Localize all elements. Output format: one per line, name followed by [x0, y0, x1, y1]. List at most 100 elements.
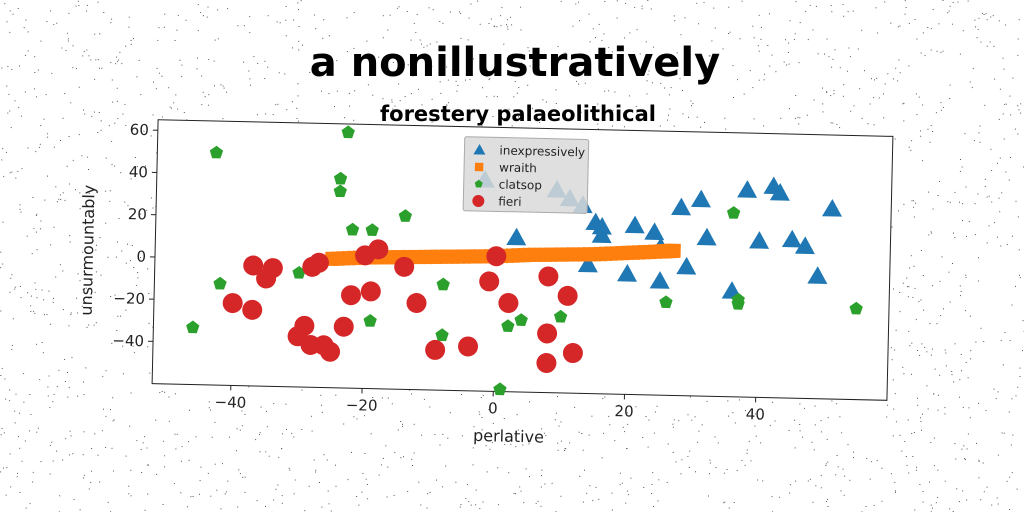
noise-dot [83, 394, 85, 396]
noise-dot [597, 123, 599, 125]
noise-dot [728, 33, 729, 34]
noise-dot [144, 509, 146, 511]
noise-dot [44, 314, 45, 316]
noise-dot [114, 294, 116, 296]
noise-dot [743, 93, 745, 95]
noise-dot [905, 7, 907, 8]
noise-dot [809, 4, 811, 6]
noise-dot [314, 14, 315, 16]
noise-dot [1019, 376, 1021, 377]
noise-dot [592, 500, 594, 501]
noise-dot [627, 423, 629, 425]
noise-dot [732, 65, 734, 67]
noise-dot [210, 495, 212, 497]
noise-dot [864, 70, 865, 72]
noise-dot [32, 481, 34, 483]
noise-dot [938, 23, 940, 25]
noise-dot [24, 91, 26, 93]
noise-dot [828, 56, 830, 58]
noise-dot [949, 5, 951, 7]
noise-dot [82, 251, 84, 253]
noise-dot [980, 41, 982, 43]
noise-dot [744, 464, 746, 466]
noise-dot [597, 128, 599, 130]
noise-dot [420, 504, 422, 506]
noise-dot [412, 75, 414, 77]
noise-dot [1008, 179, 1010, 181]
noise-dot [574, 406, 576, 408]
noise-dot [824, 53, 825, 55]
noise-dot [445, 465, 447, 467]
noise-dot [455, 481, 457, 483]
noise-dot [335, 464, 336, 466]
noise-dot [142, 442, 144, 444]
data-point-clatsop [726, 206, 741, 219]
noise-dot [256, 114, 258, 116]
noise-dot [575, 3, 577, 5]
noise-dot [708, 55, 710, 57]
noise-dot [608, 47, 610, 49]
noise-dot [913, 432, 915, 433]
noise-dot [908, 330, 910, 332]
noise-dot [806, 114, 808, 116]
noise-dot [367, 498, 369, 500]
noise-dot [10, 486, 12, 488]
noise-dot [9, 400, 11, 402]
noise-dot [1002, 364, 1004, 366]
noise-dot [980, 499, 982, 501]
noise-dot [897, 26, 899, 28]
noise-dot [384, 112, 386, 114]
noise-dot [169, 106, 171, 108]
noise-dot [110, 296, 112, 297]
noise-dot [804, 407, 805, 409]
noise-dot [975, 341, 977, 343]
data-point-fieri [425, 339, 446, 360]
data-point-fieri [308, 252, 329, 273]
noise-dot [156, 152, 158, 154]
noise-dot [520, 62, 522, 64]
noise-dot [273, 403, 275, 405]
noise-dot [928, 191, 930, 193]
noise-dot [9, 389, 11, 391]
noise-dot [545, 101, 547, 103]
noise-dot [913, 265, 915, 267]
noise-dot [53, 393, 55, 395]
noise-dot [667, 443, 669, 445]
noise-dot [228, 436, 230, 438]
noise-dot [88, 192, 90, 194]
noise-dot [709, 462, 711, 464]
noise-dot [65, 438, 67, 440]
noise-dot [116, 61, 118, 63]
noise-dot [25, 507, 27, 509]
noise-dot [117, 315, 119, 317]
data-point-inexpressively [624, 215, 645, 234]
data-point-fieri [262, 258, 283, 279]
noise-dot [321, 411, 323, 413]
noise-dot [19, 447, 21, 449]
noise-dot [758, 14, 760, 16]
noise-dot [447, 102, 449, 104]
noise-dot [62, 309, 64, 311]
noise-dot [1018, 249, 1020, 251]
noise-dot [656, 405, 658, 407]
noise-dot [77, 0, 79, 2]
noise-dot [490, 18, 492, 20]
noise-dot [895, 491, 896, 493]
noise-dot [135, 284, 137, 286]
noise-dot [460, 37, 462, 39]
noise-dot [227, 480, 229, 482]
noise-dot [56, 22, 58, 24]
noise-dot [53, 146, 55, 148]
noise-dot [976, 37, 978, 39]
noise-dot [682, 113, 684, 115]
plot-frame: −40 −20 0 20 40−40−200204060perlativeunsurmo… [77, 119, 894, 447]
noise-dot [859, 88, 861, 90]
noise-dot [723, 502, 725, 504]
noise-dot [434, 434, 436, 436]
noise-dot [825, 501, 827, 502]
noise-dot [174, 433, 176, 435]
noise-dot [481, 125, 483, 127]
noise-dot [175, 94, 177, 96]
noise-dot [873, 504, 875, 506]
noise-dot [929, 323, 931, 325]
